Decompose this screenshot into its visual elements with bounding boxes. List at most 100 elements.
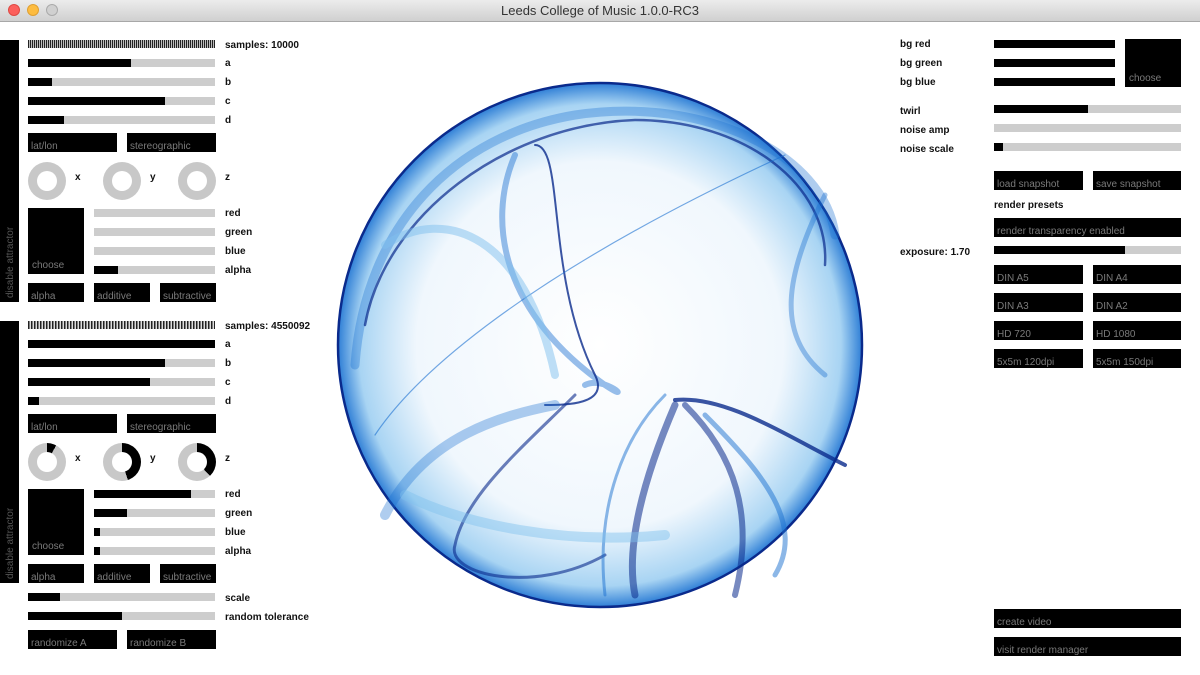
load-snapshot-button[interactable]: load snapshot <box>994 171 1083 190</box>
preset-hd-1080-button[interactable]: HD 1080 <box>1093 321 1181 340</box>
window-title: Leeds College of Music 1.0.0-RC3 <box>501 3 699 18</box>
color-green-a-label: green <box>225 227 253 238</box>
stereographic-b-button[interactable]: stereographic <box>127 414 216 433</box>
preset-din-a4-button[interactable]: DIN A4 <box>1093 265 1181 284</box>
random-tolerance-slider-fill <box>28 612 122 620</box>
stereographic-a-button[interactable]: stereographic <box>127 133 216 152</box>
preset-5x5m-150dpi-button[interactable]: 5x5m 150dpi <box>1093 349 1181 368</box>
rotation-x-b-knob[interactable] <box>28 443 66 481</box>
param-c-b-slider-fill <box>28 378 150 386</box>
color-b-swatch[interactable]: choose <box>28 489 84 555</box>
samples-b-label: samples: 4550092 <box>225 321 311 332</box>
bg-red-label: bg red <box>900 39 931 50</box>
random-tolerance-label: random tolerance <box>225 612 309 623</box>
knob-center <box>37 171 57 191</box>
bg-green-slider[interactable] <box>994 59 1115 67</box>
preset-din-a3-button[interactable]: DIN A3 <box>994 293 1083 312</box>
choose-bg-label: choose <box>1129 73 1162 84</box>
samples-a-slider[interactable] <box>28 40 215 48</box>
randomize-a-button[interactable]: randomize A <box>28 630 117 649</box>
color-blue-b-slider[interactable] <box>94 528 215 536</box>
blend-subtractive-a-button[interactable]: subtractive <box>160 283 216 302</box>
zoom-window-icon[interactable] <box>46 4 58 16</box>
rotation-x-b-label: x <box>75 453 81 464</box>
scale-label: scale <box>225 593 251 604</box>
disable-attractor-b-label: disable attractor <box>5 507 16 579</box>
param-a-b-slider[interactable] <box>28 340 215 348</box>
preset-hd-720-button[interactable]: HD 720 <box>994 321 1083 340</box>
twirl-slider[interactable] <box>994 105 1181 113</box>
color-alpha-a-label: alpha <box>225 265 252 276</box>
blend-subtractive-b-button[interactable]: subtractive <box>160 564 216 583</box>
param-a-a-label: a <box>225 58 231 69</box>
attractor-render-canvas[interactable] <box>305 75 895 615</box>
visit-render-manager-button[interactable]: visit render manager <box>994 637 1181 656</box>
knob-center <box>37 452 57 472</box>
param-c-a-slider[interactable] <box>28 97 215 105</box>
color-red-b-label: red <box>225 489 241 500</box>
samples-b-slider[interactable] <box>28 321 215 329</box>
rotation-y-b-knob[interactable] <box>103 443 141 481</box>
param-d-a-slider[interactable] <box>28 116 215 124</box>
samples-a-label: samples: 10000 <box>225 40 299 51</box>
param-a-a-slider[interactable] <box>28 59 215 67</box>
param-b-b-slider-fill <box>28 359 165 367</box>
blend-alpha-b-button[interactable]: alpha <box>28 564 84 583</box>
knob-center <box>112 452 132 472</box>
param-d-a-label: d <box>225 115 232 126</box>
param-b-a-label: b <box>225 77 232 88</box>
color-blue-a-slider[interactable] <box>94 247 215 255</box>
close-window-icon[interactable] <box>8 4 20 16</box>
save-snapshot-button[interactable]: save snapshot <box>1093 171 1181 190</box>
color-alpha-b-slider[interactable] <box>94 547 215 555</box>
color-alpha-a-slider[interactable] <box>94 266 215 274</box>
rotation-y-a-knob[interactable] <box>103 162 141 200</box>
disable-attractor-a-toggle[interactable]: disable attractor <box>0 40 19 302</box>
create-video-button[interactable]: create video <box>994 609 1181 628</box>
color-green-a-slider[interactable] <box>94 228 215 236</box>
randomize-b-button[interactable]: randomize B <box>127 630 216 649</box>
bg-red-slider[interactable] <box>994 40 1115 48</box>
blend-additive-a-button[interactable]: additive <box>94 283 150 302</box>
disable-attractor-b-toggle[interactable]: disable attractor <box>0 321 19 583</box>
color-red-a-slider[interactable] <box>94 209 215 217</box>
param-d-b-slider[interactable] <box>28 397 215 405</box>
preset-5x5m-120dpi-button[interactable]: 5x5m 120dpi <box>994 349 1083 368</box>
preset-din-a5-button[interactable]: DIN A5 <box>994 265 1083 284</box>
blend-alpha-a-button[interactable]: alpha <box>28 283 84 302</box>
twirl-label: twirl <box>900 106 921 117</box>
preset-din-a2-button[interactable]: DIN A2 <box>1093 293 1181 312</box>
color-green-b-slider[interactable] <box>94 509 215 517</box>
rotation-z-a-knob[interactable] <box>178 162 216 200</box>
param-c-a-label: c <box>225 96 231 107</box>
rotation-x-a-knob[interactable] <box>28 162 66 200</box>
knob-center <box>112 171 132 191</box>
color-red-b-slider[interactable] <box>94 490 215 498</box>
color-alpha-b-label: alpha <box>225 546 252 557</box>
param-b-a-slider[interactable] <box>28 78 215 86</box>
rotation-z-b-knob[interactable] <box>178 443 216 481</box>
color-a-swatch[interactable]: choose <box>28 208 84 274</box>
bg-blue-slider[interactable] <box>994 78 1115 86</box>
noise-scale-slider-fill <box>994 143 1004 151</box>
bg-green-slider-fill <box>994 59 1115 67</box>
exposure-slider[interactable] <box>994 246 1181 254</box>
latlon-a-button[interactable]: lat/lon <box>28 133 117 152</box>
latlon-b-button[interactable]: lat/lon <box>28 414 117 433</box>
color-red-b-slider-fill <box>94 490 191 498</box>
rotation-y-b-label: y <box>150 453 156 464</box>
param-a-a-slider-fill <box>28 59 131 67</box>
minimize-window-icon[interactable] <box>27 4 39 16</box>
bg-color-swatch[interactable]: choose <box>1125 39 1181 87</box>
window-titlebar: Leeds College of Music 1.0.0-RC3 <box>0 0 1200 22</box>
param-d-b-slider-fill <box>28 397 40 405</box>
random-tolerance-slider[interactable] <box>28 612 215 620</box>
param-a-b-slider-fill <box>28 340 215 348</box>
param-c-b-slider[interactable] <box>28 378 215 386</box>
noise-amp-slider[interactable] <box>994 124 1181 132</box>
noise-scale-slider[interactable] <box>994 143 1181 151</box>
blend-additive-b-button[interactable]: additive <box>94 564 150 583</box>
param-b-b-slider[interactable] <box>28 359 215 367</box>
scale-slider[interactable] <box>28 593 215 601</box>
render-transparency-toggle[interactable]: render transparency enabled <box>994 218 1181 237</box>
